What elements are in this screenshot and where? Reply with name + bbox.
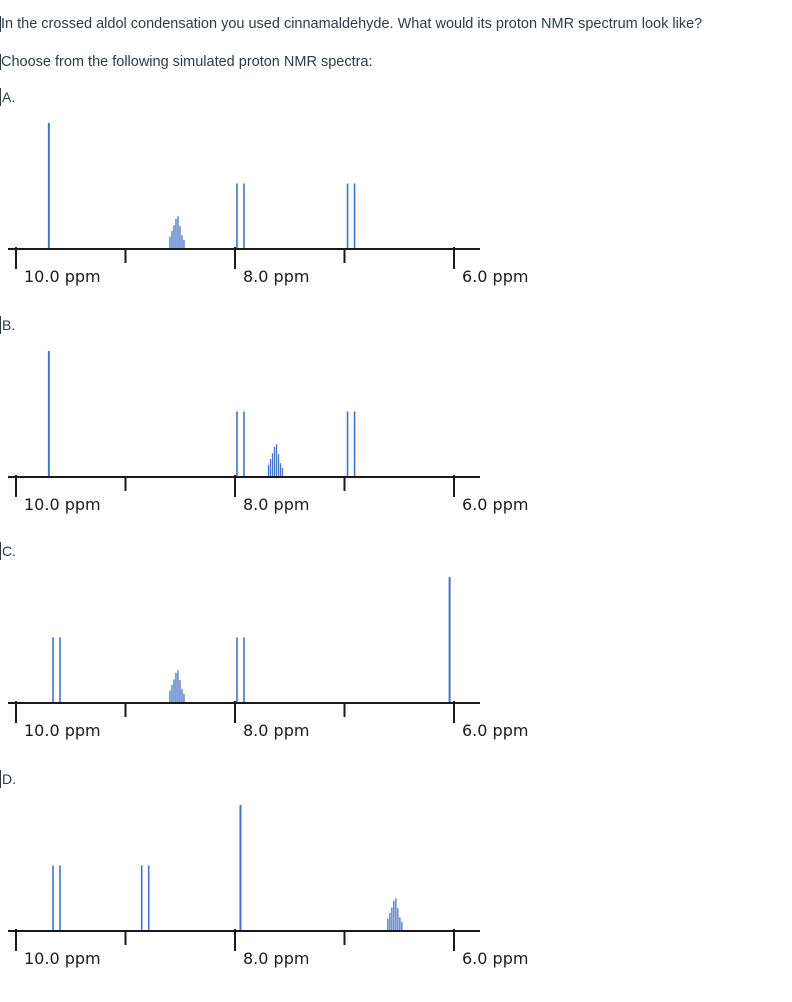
peak-multiplet [267, 444, 284, 477]
peak-doublet [236, 637, 245, 703]
spectrum-d: 10.0 ppm 8.0 ppm 6.0 ppm [8, 805, 528, 968]
tick-label: 8.0 ppm [243, 267, 309, 286]
peak-doublet [346, 411, 356, 477]
question-instruction: Choose from the following simulated prot… [0, 52, 373, 72]
question-instruction-text: Choose from the following simulated prot… [1, 54, 373, 70]
option-c-label[interactable]: C. [0, 542, 16, 560]
option-b-label[interactable]: B. [0, 316, 16, 334]
option-d-label[interactable]: D. [0, 770, 16, 788]
spectrum-b: 10.0 ppm 8.0 ppm 6.0 ppm [8, 351, 528, 514]
tick-label: 10.0 ppm [24, 495, 101, 514]
question-prompt: In the crossed aldol condensation you us… [0, 14, 702, 34]
option-a-label[interactable]: A. [0, 88, 16, 106]
peak-multiplet [169, 670, 185, 703]
peak-doublet [236, 411, 245, 477]
spectrum-c: 10.0 ppm 8.0 ppm 6.0 ppm [8, 577, 528, 740]
tick-label: 8.0 ppm [243, 495, 309, 514]
tick-label: 10.0 ppm [24, 949, 101, 968]
tick-label: 6.0 ppm [462, 267, 528, 286]
peak-doublet [52, 637, 61, 703]
spectrum-a: 10.0 ppm 8.0 ppm 6.0 ppm [8, 123, 528, 286]
question-prompt-text: In the crossed aldol condensation you us… [1, 16, 703, 32]
tick-label: 10.0 ppm [24, 267, 101, 286]
tick-label: 8.0 ppm [243, 949, 309, 968]
tick-label: 6.0 ppm [462, 495, 528, 514]
tick-label: 6.0 ppm [462, 721, 528, 740]
tick-label: 8.0 ppm [243, 721, 309, 740]
peak-doublet [52, 865, 61, 931]
peak-multiplet [169, 216, 185, 249]
peak-multiplet [387, 898, 403, 931]
peak-doublet [346, 183, 356, 249]
tick-label: 6.0 ppm [462, 949, 528, 968]
peak-doublet [236, 183, 245, 249]
tick-label: 10.0 ppm [24, 721, 101, 740]
peak-doublet [140, 865, 150, 931]
